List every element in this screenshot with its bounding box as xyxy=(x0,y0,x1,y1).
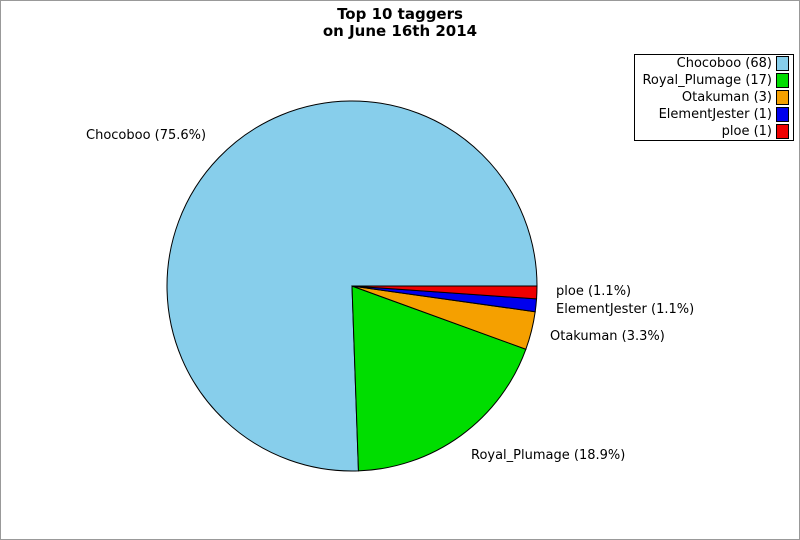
legend-item-otakuman: Otakuman (3) xyxy=(635,89,793,106)
chart-title-line-1: Top 10 taggers xyxy=(337,5,463,23)
legend-swatch-chocoboo xyxy=(776,56,789,71)
legend-box: Chocoboo (68) Royal_Plumage (17) Otakuman … xyxy=(634,54,794,141)
pie-slice-ploe xyxy=(351,285,538,300)
legend-label: ElementJester (1) xyxy=(658,107,772,122)
legend-label: ploe (1) xyxy=(721,124,772,139)
legend-swatch-otakuman xyxy=(776,90,789,105)
legend-item-chocoboo: Chocoboo (68) xyxy=(635,55,793,72)
legend-label: Chocoboo (68) xyxy=(676,56,772,71)
legend-swatch-royal_plumage xyxy=(776,73,789,88)
legend-item-elementjester: ElementJester (1) xyxy=(635,106,793,123)
slice-label-ploe: ploe (1.1%) xyxy=(556,284,632,299)
slice-label-chocoboo: Chocoboo (75.6%) xyxy=(86,128,207,143)
legend-swatch-ploe xyxy=(776,124,789,139)
legend-item-ploe: ploe (1) xyxy=(635,123,793,140)
legend-label: Royal_Plumage (17) xyxy=(642,73,772,88)
legend-item-royal_plumage: Royal_Plumage (17) xyxy=(635,72,793,89)
legend-label: Otakuman (3) xyxy=(681,90,772,105)
slice-label-royal_plumage: Royal_Plumage (18.9%) xyxy=(471,448,626,463)
slice-label-elementjester: ElementJester (1.1%) xyxy=(556,302,695,317)
chart-title: Top 10 taggers on June 16th 2014 xyxy=(1,6,799,40)
legend-swatch-elementjester xyxy=(776,107,789,122)
slice-label-otakuman: Otakuman (3.3%) xyxy=(550,329,665,344)
pie-slice-royal_plumage xyxy=(351,285,527,472)
chart-title-line-2: on June 16th 2014 xyxy=(322,22,478,40)
